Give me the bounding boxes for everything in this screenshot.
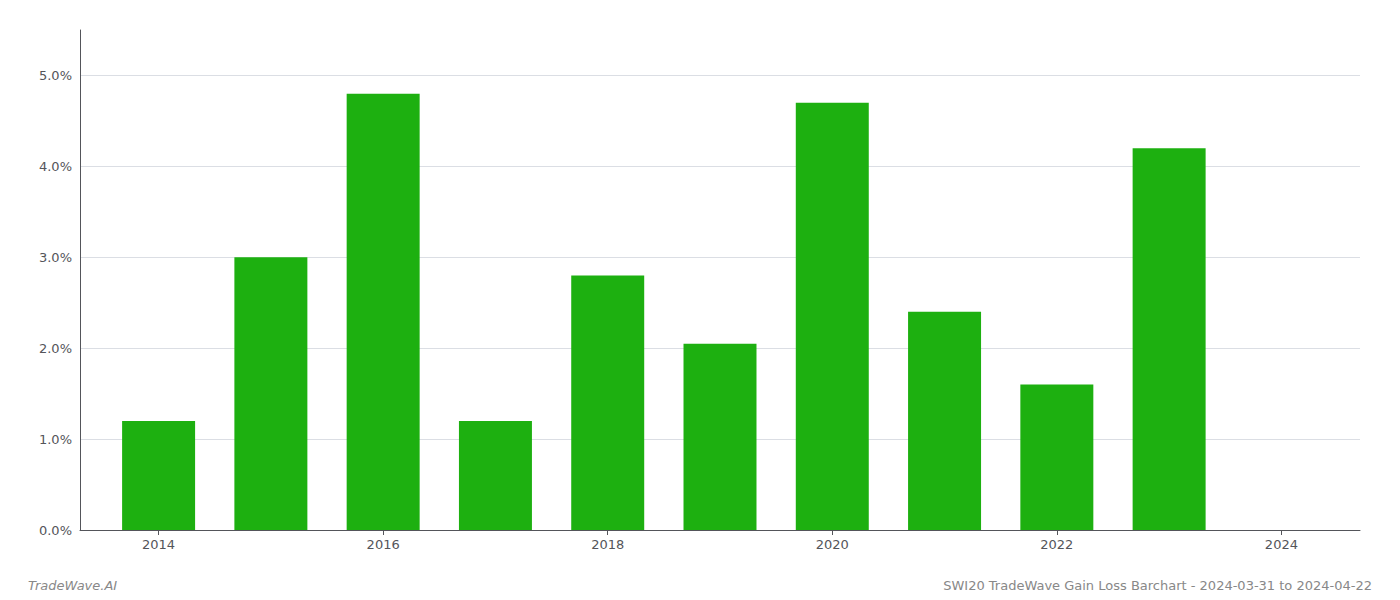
svg-text:3.0%: 3.0% xyxy=(39,250,72,265)
svg-text:2024: 2024 xyxy=(1265,537,1298,552)
svg-text:4.0%: 4.0% xyxy=(39,159,72,174)
svg-text:TradeWave.AI: TradeWave.AI xyxy=(28,578,117,593)
svg-text:2020: 2020 xyxy=(816,537,849,552)
svg-text:2016: 2016 xyxy=(367,537,400,552)
svg-text:SWI20 TradeWave Gain Loss Barc: SWI20 TradeWave Gain Loss Barchart - 202… xyxy=(943,578,1372,593)
svg-text:2014: 2014 xyxy=(142,537,175,552)
svg-text:2022: 2022 xyxy=(1040,537,1073,552)
svg-text:5.0%: 5.0% xyxy=(39,68,72,83)
svg-text:0.0%: 0.0% xyxy=(39,523,72,538)
svg-text:1.0%: 1.0% xyxy=(39,432,72,447)
svg-text:2018: 2018 xyxy=(591,537,624,552)
svg-text:2.0%: 2.0% xyxy=(39,341,72,356)
